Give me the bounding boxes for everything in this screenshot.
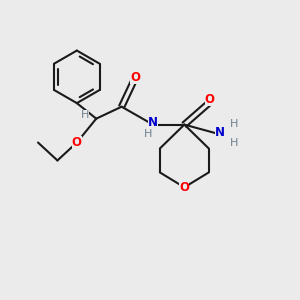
Text: O: O	[205, 93, 215, 106]
Text: H: H	[230, 119, 238, 129]
Text: O: O	[179, 181, 189, 194]
Text: N: N	[215, 126, 225, 139]
Text: O: O	[72, 136, 82, 149]
Text: O: O	[130, 71, 140, 84]
Text: N: N	[148, 116, 158, 129]
Text: H: H	[81, 110, 89, 120]
Text: H: H	[143, 129, 152, 139]
Text: H: H	[230, 137, 238, 148]
